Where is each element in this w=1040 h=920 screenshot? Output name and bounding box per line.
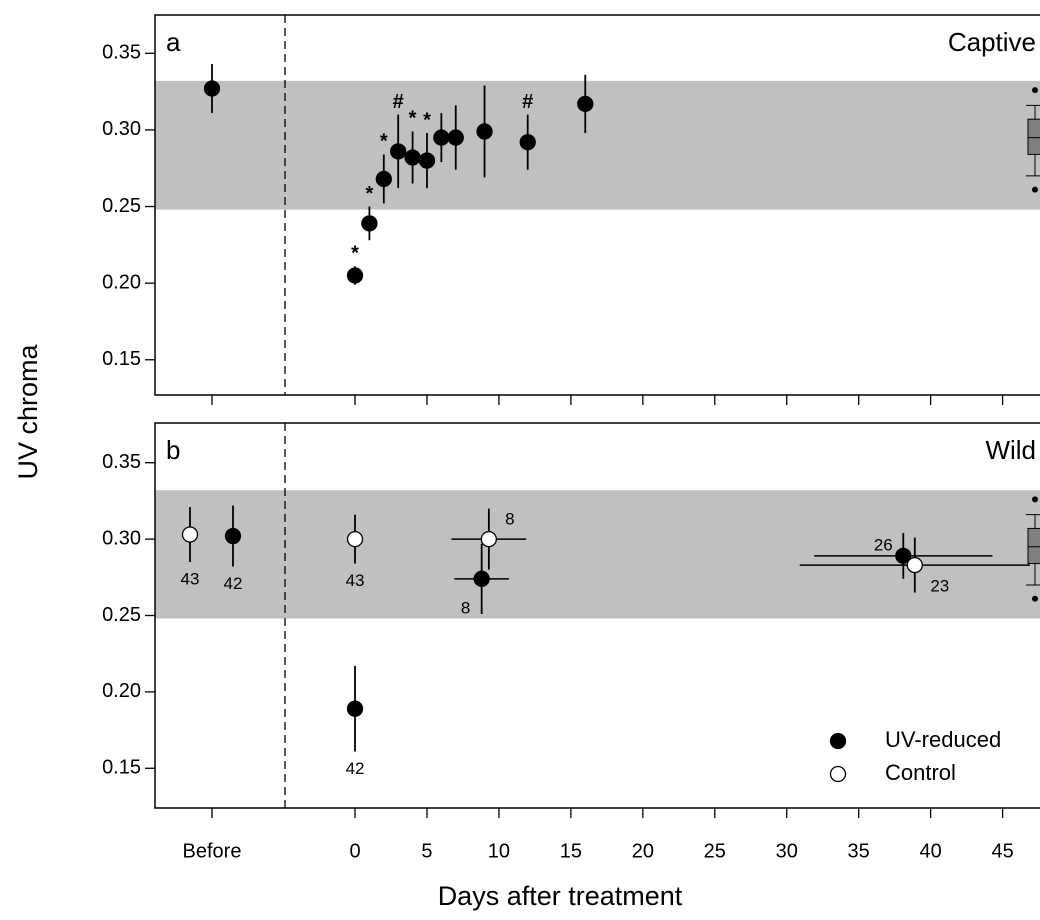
point: [433, 129, 450, 146]
point: [480, 530, 498, 548]
x-tick-label: 25: [704, 840, 726, 862]
significance-mark: #: [393, 91, 404, 113]
y-tick-label: 0.25: [102, 195, 141, 217]
y-tick-label: 0.15: [102, 348, 141, 370]
point: [447, 129, 464, 146]
legend-marker: [829, 765, 847, 783]
point: [895, 547, 912, 565]
point: [346, 700, 364, 717]
x-tick-label: 35: [848, 840, 870, 862]
x-tick-label: 15: [560, 840, 582, 862]
point: [418, 152, 436, 169]
point: [375, 170, 392, 188]
y-tick-label: 0.15: [102, 757, 141, 779]
sample-size: 43: [181, 570, 200, 589]
reference-band: [155, 490, 1040, 619]
x-tick-label: 10: [488, 840, 510, 862]
point: [224, 527, 242, 545]
y-axis-label: UV chroma: [13, 344, 43, 480]
y-tick-label: 0.35: [102, 451, 141, 473]
box-outlier: [1032, 87, 1038, 94]
significance-mark: *: [409, 108, 417, 130]
x-tick-label: 40: [920, 840, 942, 862]
box: [1027, 118, 1040, 155]
x-tick-label: 20: [632, 840, 654, 862]
x-axis-label: Days after treatment: [438, 881, 683, 911]
before-label: Before: [183, 840, 242, 862]
sample-size: 42: [346, 759, 365, 778]
point: [473, 570, 490, 587]
box: [1027, 527, 1040, 565]
significance-mark: *: [423, 109, 431, 131]
point: [519, 134, 536, 151]
point: [577, 95, 594, 113]
y-tick-label: 0.35: [102, 42, 141, 64]
box-outlier: [1032, 496, 1038, 503]
x-tick-label: 30: [776, 840, 798, 862]
legend-label: UV-reduced: [885, 727, 1001, 752]
point: [181, 526, 199, 543]
y-tick-label: 0.30: [102, 527, 141, 549]
point: [390, 143, 407, 160]
y-tick-label: 0.30: [102, 118, 141, 140]
legend-label: Control: [885, 760, 956, 785]
point: [203, 80, 221, 97]
point: [906, 556, 923, 574]
panel-frame: [154, 14, 1040, 396]
x-tick-label: 45: [991, 840, 1013, 862]
sample-size: 8: [461, 598, 470, 617]
point: [404, 149, 421, 166]
point: [346, 267, 364, 284]
panel-title: Captive: [948, 27, 1036, 57]
point: [476, 123, 493, 140]
y-tick-label: 0.25: [102, 604, 141, 626]
box-outlier: [1032, 595, 1038, 602]
sample-size: 23: [930, 577, 949, 596]
sample-size: 26: [874, 535, 893, 554]
reference-band: [155, 80, 1040, 210]
x-tick-label: 0: [349, 840, 360, 862]
sample-size: 42: [224, 574, 243, 593]
legend-marker: [829, 732, 847, 750]
point: [346, 530, 364, 548]
significance-mark: *: [351, 243, 359, 265]
y-tick-label: 0.20: [102, 680, 141, 702]
sample-size: 43: [346, 571, 365, 590]
significance-mark: #: [522, 91, 533, 113]
x-tick-label: 5: [421, 840, 432, 862]
significance-mark: *: [366, 183, 374, 205]
point: [361, 215, 378, 232]
y-tick-label: 0.20: [102, 271, 141, 293]
panel-title: Wild: [985, 435, 1036, 465]
panel-label: a: [166, 27, 181, 57]
panel-label: b: [166, 435, 180, 465]
box-outlier: [1032, 186, 1038, 193]
significance-mark: *: [380, 131, 388, 153]
sample-size: 8: [505, 510, 514, 529]
